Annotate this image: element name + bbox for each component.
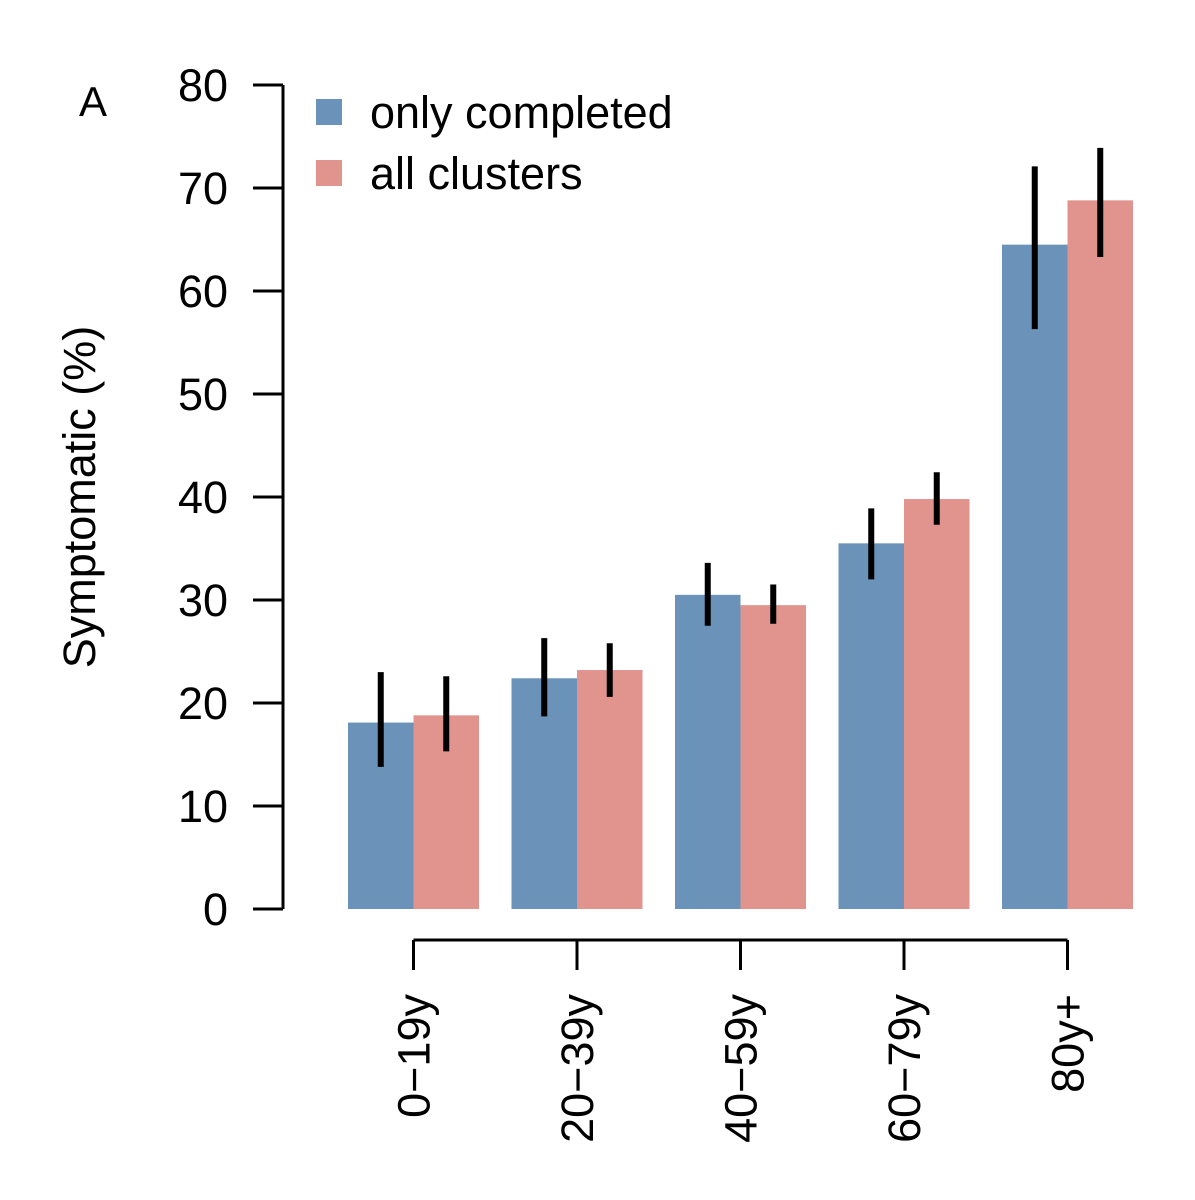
y-tick-label: 40 xyxy=(178,472,228,523)
bar-all-clusters xyxy=(577,670,643,909)
bar-only-completed xyxy=(511,678,577,909)
y-tick-label: 50 xyxy=(178,369,228,420)
bar-only-completed xyxy=(675,594,741,909)
x-tick-label: 40−59y xyxy=(716,994,767,1143)
panel-label: A xyxy=(79,78,107,125)
bars xyxy=(348,200,1133,910)
y-tick-label: 0 xyxy=(203,884,228,935)
legend-label: only completed xyxy=(370,87,673,138)
x-tick-label: 80y+ xyxy=(1043,994,1094,1093)
y-tick-label: 60 xyxy=(178,266,228,317)
y-tick-label: 10 xyxy=(178,781,228,832)
y-tick-label: 20 xyxy=(178,678,228,729)
legend-swatch xyxy=(316,160,342,186)
legend-swatch xyxy=(316,99,342,125)
y-tick-label: 70 xyxy=(178,163,228,214)
bar-only-completed xyxy=(1002,244,1068,909)
x-tick-label: 0−19y xyxy=(389,994,440,1118)
x-tick-label: 20−39y xyxy=(552,994,603,1143)
error-bars xyxy=(377,147,1104,767)
y-tick-label: 30 xyxy=(178,575,228,626)
bar-only-completed xyxy=(838,543,904,909)
bar-all-clusters xyxy=(904,499,970,909)
y-axis: 0 10 20 30 40 50 60 70 80 xyxy=(178,60,285,935)
legend: only completed all clusters xyxy=(316,87,673,199)
y-tick-label: 80 xyxy=(178,60,228,111)
x-axis: 0−19y 20−39y 40−59y 60−79y 80y+ xyxy=(389,938,1094,1143)
x-tick-label: 60−79y xyxy=(879,994,930,1143)
legend-label: all clusters xyxy=(370,148,583,199)
y-axis-title: Symptomatic (%) xyxy=(54,326,105,669)
bar-all-clusters xyxy=(740,605,806,909)
bar-all-clusters xyxy=(1067,200,1133,910)
